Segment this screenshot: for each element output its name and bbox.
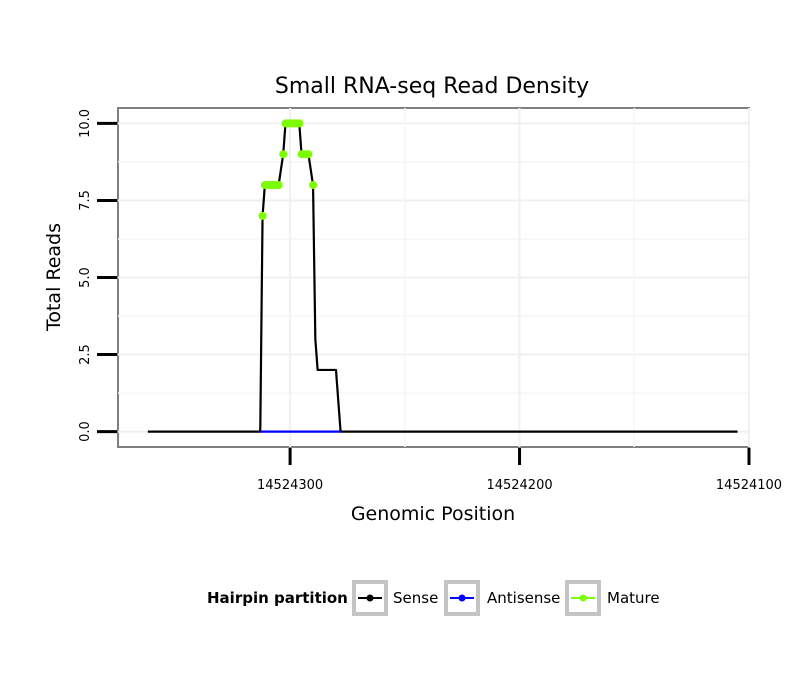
y-tick-label: 10.0 <box>78 109 93 138</box>
y-tick-label: 5.0 <box>78 267 93 288</box>
mature-point <box>274 181 283 190</box>
mature-point <box>279 150 288 159</box>
x-tick-label: 14524300 <box>257 478 323 493</box>
chart-title: Small RNA-seq Read Density <box>275 74 589 99</box>
mature-point <box>309 181 318 190</box>
series-layer <box>147 119 738 433</box>
mature-point <box>304 150 313 159</box>
y-tick-label: 0.0 <box>78 421 93 442</box>
mature-point <box>258 211 267 220</box>
legend-key-point <box>458 594 466 602</box>
x-tick-label: 14524200 <box>486 478 552 493</box>
legend-label-antisense: Antisense <box>487 589 560 607</box>
legend-key-point <box>366 594 374 602</box>
legend: Hairpin partition Sense Antisense Mature <box>207 580 660 616</box>
mature-point <box>295 119 304 128</box>
legend-key-point <box>579 594 587 602</box>
y-tick-label: 2.5 <box>78 344 93 365</box>
y-tick-label: 7.5 <box>78 190 93 211</box>
legend-title: Hairpin partition <box>207 589 348 607</box>
axis-layer: 0.0 2.5 5.0 7.5 10.0 14524300 14524200 14524100 <box>78 109 782 493</box>
legend-label-mature: Mature <box>607 589 660 607</box>
legend-label-sense: Sense <box>393 589 438 607</box>
x-tick-label: 14524100 <box>716 478 782 493</box>
x-axis-title: Genomic Position <box>351 503 515 525</box>
y-axis-title: Total Reads <box>43 223 65 332</box>
